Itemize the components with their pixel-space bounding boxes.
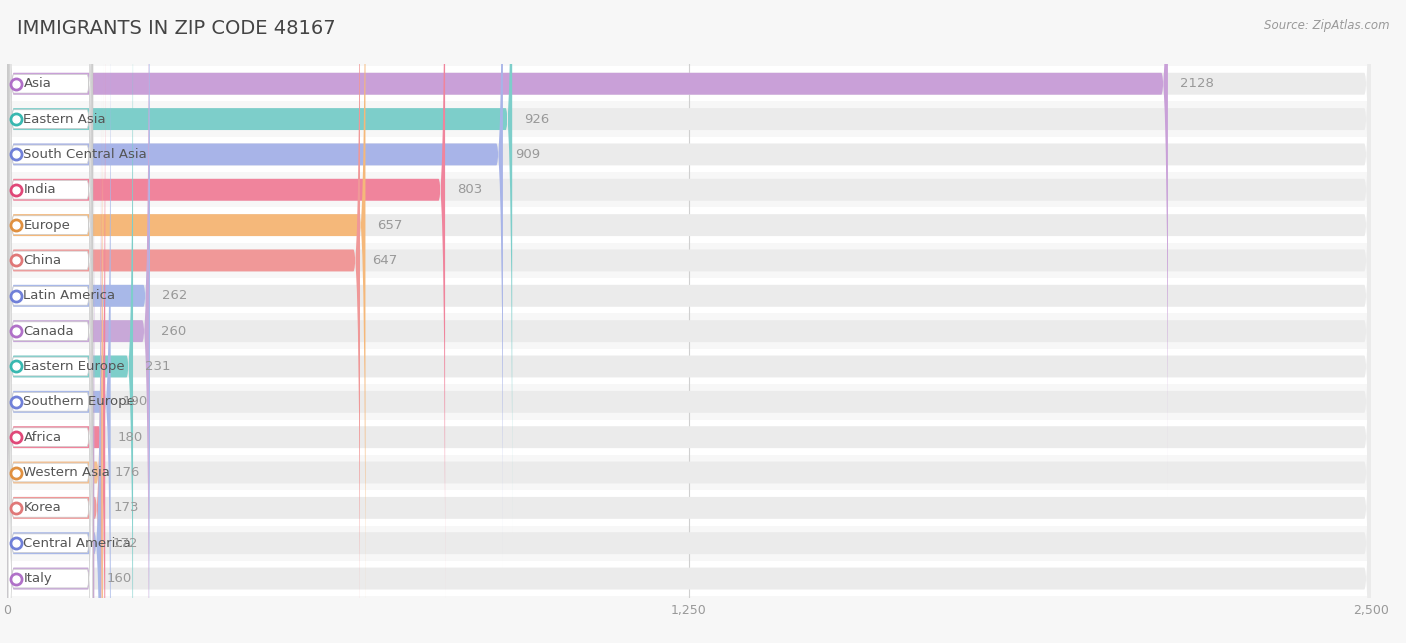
FancyBboxPatch shape — [7, 24, 1371, 643]
Text: Canada: Canada — [24, 325, 75, 338]
FancyBboxPatch shape — [7, 0, 366, 638]
Text: 657: 657 — [377, 219, 402, 231]
FancyBboxPatch shape — [7, 0, 1371, 532]
FancyBboxPatch shape — [7, 95, 101, 643]
FancyBboxPatch shape — [8, 58, 93, 643]
FancyBboxPatch shape — [7, 24, 105, 643]
Text: 2128: 2128 — [1180, 77, 1213, 90]
FancyBboxPatch shape — [7, 0, 1371, 603]
FancyBboxPatch shape — [7, 0, 360, 643]
Text: Italy: Italy — [24, 572, 52, 585]
FancyBboxPatch shape — [7, 165, 1371, 643]
Text: South Central Asia: South Central Asia — [24, 148, 148, 161]
Text: IMMIGRANTS IN ZIP CODE 48167: IMMIGRANTS IN ZIP CODE 48167 — [17, 19, 336, 39]
Text: Western Asia: Western Asia — [24, 466, 110, 479]
Text: Europe: Europe — [24, 219, 70, 231]
FancyBboxPatch shape — [7, 0, 1371, 638]
FancyBboxPatch shape — [7, 0, 446, 603]
FancyBboxPatch shape — [7, 0, 111, 643]
Text: 647: 647 — [373, 254, 398, 267]
FancyBboxPatch shape — [7, 95, 1371, 643]
FancyBboxPatch shape — [7, 130, 101, 643]
Text: 909: 909 — [515, 148, 540, 161]
Text: Eastern Asia: Eastern Asia — [24, 113, 105, 125]
Text: 926: 926 — [524, 113, 550, 125]
Bar — [1, 490, 1376, 525]
Text: Eastern Europe: Eastern Europe — [24, 360, 125, 373]
FancyBboxPatch shape — [7, 0, 1168, 497]
Text: 173: 173 — [114, 502, 139, 514]
FancyBboxPatch shape — [8, 0, 93, 569]
Bar — [1, 66, 1376, 102]
FancyBboxPatch shape — [7, 0, 503, 568]
Text: Source: ZipAtlas.com: Source: ZipAtlas.com — [1264, 19, 1389, 32]
FancyBboxPatch shape — [7, 0, 1371, 568]
FancyBboxPatch shape — [7, 130, 1371, 643]
FancyBboxPatch shape — [8, 0, 93, 498]
Text: Africa: Africa — [24, 431, 62, 444]
FancyBboxPatch shape — [7, 0, 1371, 643]
FancyBboxPatch shape — [8, 93, 93, 643]
Bar — [1, 278, 1376, 314]
FancyBboxPatch shape — [8, 235, 93, 643]
Text: Latin America: Latin America — [24, 289, 115, 302]
FancyBboxPatch shape — [8, 0, 93, 534]
Bar — [1, 561, 1376, 596]
Bar — [1, 243, 1376, 278]
FancyBboxPatch shape — [8, 0, 93, 604]
FancyBboxPatch shape — [7, 0, 512, 532]
FancyBboxPatch shape — [8, 0, 93, 463]
Text: 172: 172 — [112, 537, 138, 550]
FancyBboxPatch shape — [7, 0, 150, 643]
Text: China: China — [24, 254, 62, 267]
FancyBboxPatch shape — [7, 0, 134, 643]
Text: 803: 803 — [457, 183, 482, 196]
Bar — [1, 102, 1376, 137]
FancyBboxPatch shape — [8, 0, 93, 428]
Text: Southern Europe: Southern Europe — [24, 395, 135, 408]
FancyBboxPatch shape — [7, 59, 1371, 643]
Text: Asia: Asia — [24, 77, 51, 90]
Text: India: India — [24, 183, 56, 196]
FancyBboxPatch shape — [7, 0, 1371, 497]
Bar — [1, 349, 1376, 384]
Bar — [1, 314, 1376, 349]
Bar — [1, 172, 1376, 208]
FancyBboxPatch shape — [7, 0, 1371, 643]
Text: 160: 160 — [107, 572, 132, 585]
Bar — [1, 419, 1376, 455]
Text: Central America: Central America — [24, 537, 131, 550]
Text: 231: 231 — [145, 360, 170, 373]
FancyBboxPatch shape — [7, 165, 94, 643]
Bar — [1, 525, 1376, 561]
Bar — [1, 384, 1376, 419]
Bar — [1, 208, 1376, 243]
FancyBboxPatch shape — [8, 164, 93, 643]
FancyBboxPatch shape — [7, 0, 1371, 643]
FancyBboxPatch shape — [8, 23, 93, 643]
Text: 180: 180 — [117, 431, 142, 444]
FancyBboxPatch shape — [8, 0, 93, 640]
Text: 176: 176 — [115, 466, 141, 479]
FancyBboxPatch shape — [7, 59, 103, 643]
Bar — [1, 137, 1376, 172]
FancyBboxPatch shape — [7, 0, 1371, 643]
Text: Korea: Korea — [24, 502, 60, 514]
Bar — [1, 455, 1376, 490]
FancyBboxPatch shape — [7, 0, 149, 643]
Text: 262: 262 — [162, 289, 187, 302]
FancyBboxPatch shape — [8, 0, 93, 643]
FancyBboxPatch shape — [8, 129, 93, 643]
Text: 190: 190 — [122, 395, 148, 408]
Text: 260: 260 — [160, 325, 186, 338]
FancyBboxPatch shape — [7, 0, 1371, 643]
FancyBboxPatch shape — [8, 199, 93, 643]
